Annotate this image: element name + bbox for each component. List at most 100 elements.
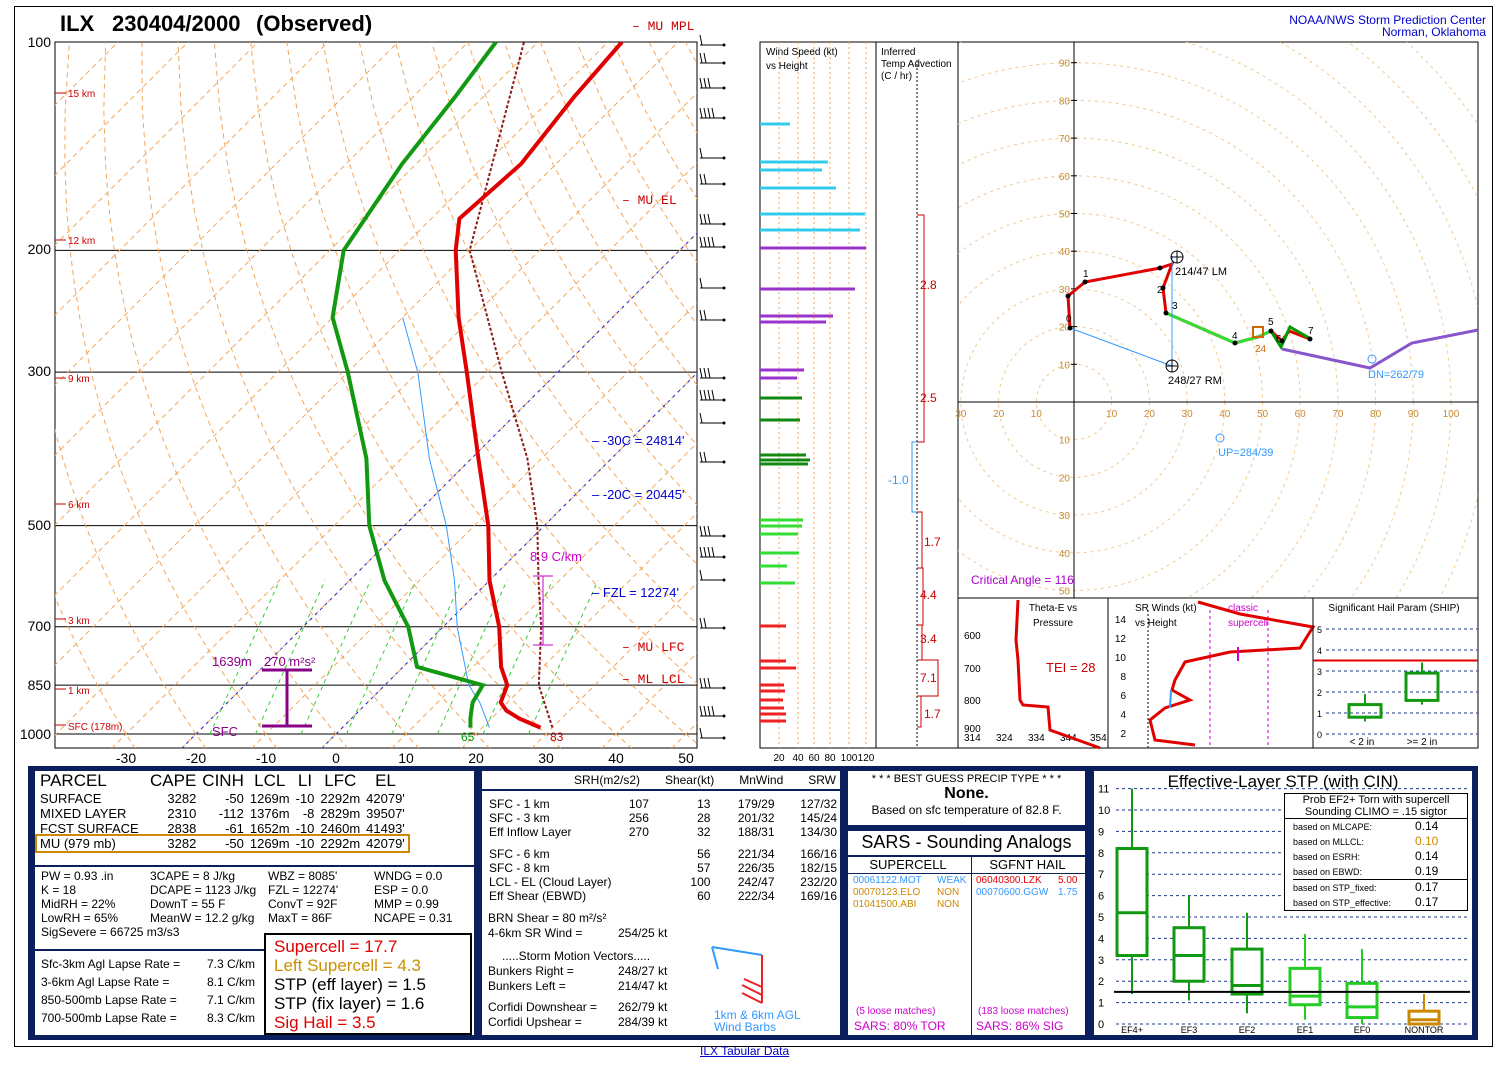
wind-barbs-column xyxy=(699,34,726,740)
stp-x-label: EF4+ xyxy=(1121,1025,1143,1035)
ta-val-6: 3.4 xyxy=(920,632,937,646)
hodo-x-tick: 50 xyxy=(1257,409,1269,420)
ws-axis-100: 100 xyxy=(841,753,858,764)
idx: WBZ = 8085' xyxy=(268,869,338,883)
sfc-label: SFC xyxy=(212,724,238,739)
wind-barb xyxy=(699,236,726,249)
isotherm xyxy=(55,42,399,386)
ml-lcl-label: – ML LCL xyxy=(622,672,684,687)
ship-y-tick: 5 xyxy=(1317,625,1322,635)
sars-loose1: (5 loose matches) xyxy=(856,1006,936,1017)
motion-value: 214/47 kt xyxy=(618,979,668,993)
tabular-data-link[interactable]: ILX Tabular Data xyxy=(700,1044,790,1058)
hodo-pt-7: 7 xyxy=(1308,326,1314,337)
ship-y-tick: 3 xyxy=(1317,667,1322,677)
idx: ESP = 0.0 xyxy=(374,883,429,897)
p-label-200: 200 xyxy=(28,241,52,257)
barb-feather xyxy=(699,107,703,119)
hodo-y-tick: 40 xyxy=(1059,247,1071,258)
stp-prob-label: based on STP_fixed: xyxy=(1293,883,1377,893)
ta-bar-1 xyxy=(917,214,925,443)
idx: LowRH = 65% xyxy=(41,911,119,925)
barb-dot xyxy=(722,156,726,160)
p-label-700: 700 xyxy=(28,618,52,634)
wind-barb xyxy=(699,277,726,290)
sars-sc-row: 00070123.ELO NON xyxy=(853,887,966,899)
kin-layer: SFC - 6 km xyxy=(489,847,550,861)
parcel-lcl: 1269m xyxy=(249,836,290,851)
barb-6km-b2 xyxy=(741,984,763,996)
barb-legend-icon xyxy=(711,946,763,1004)
parcel-lfc: 2460m xyxy=(320,821,361,836)
sars-divider xyxy=(848,855,1085,857)
lapse-value: 8.3 C/km xyxy=(207,1011,256,1025)
parcel-name: MU (979 mb) xyxy=(40,836,116,851)
barb-feather xyxy=(699,77,703,89)
eff-layer-top: 1639m xyxy=(212,654,252,669)
sars-hail-size: 1.75 xyxy=(1058,887,1078,898)
barb-dot xyxy=(722,61,726,65)
motion-label: Bunkers Left = xyxy=(488,979,566,993)
barb-feather xyxy=(699,412,703,424)
stp-eff-comp: STP (eff layer) = 1.5 xyxy=(274,975,426,994)
stp-y-tick: 6 xyxy=(1098,891,1104,903)
wind-speed-panel: Wind Speed (kt) vs Height 20 40 60 80 10… xyxy=(759,41,877,764)
ws-title2: vs Height xyxy=(766,61,808,72)
mixing-ratio-line xyxy=(346,580,417,735)
t-sfc-label: 83 xyxy=(550,730,564,744)
barb-feather xyxy=(703,677,707,689)
t-label-30: 30 xyxy=(538,750,554,766)
dry-adiabat xyxy=(64,42,278,748)
highlight-isotherm xyxy=(181,232,697,748)
motion-value: 284/39 kt xyxy=(618,1015,668,1029)
dry-adiabat xyxy=(684,42,697,65)
stp-prob-value: 0.14 xyxy=(1415,849,1439,863)
stp-prob-value: 0.19 xyxy=(1415,864,1439,878)
barb-feather xyxy=(699,451,703,463)
parcel-li: -8 xyxy=(302,806,315,821)
hodo-y-tick: 90 xyxy=(1059,59,1071,70)
dry-adiabat xyxy=(141,42,420,748)
precip-note: Based on sfc temperature of 82.8 F. xyxy=(871,803,1062,817)
ws-axis-40: 40 xyxy=(792,753,804,764)
skewt-traces xyxy=(330,42,624,730)
barb-dot xyxy=(722,686,726,690)
kin-layer: SFC - 8 km xyxy=(489,861,550,875)
stp-prob-row: based on EBWD: 0.19 xyxy=(1293,864,1467,880)
kin-mnwind: 179/29 xyxy=(737,797,775,811)
kin-layer: SFC - 1 km xyxy=(489,797,550,811)
parcel-row: FCST SURFACE 2838 -61 1652m -10 2460m 41… xyxy=(37,821,408,836)
wind-speed-bars xyxy=(760,122,866,723)
sars-sc-id: 00061122.MOT xyxy=(853,875,922,886)
t-label-20: 20 xyxy=(468,750,484,766)
hodo-pt-2: 2 xyxy=(1157,285,1163,296)
h-label-12km: 12 km xyxy=(68,236,95,247)
h-label-9km: 9 km xyxy=(68,374,90,385)
barb-feather xyxy=(703,52,707,64)
stp-y-tick: 10 xyxy=(1098,805,1110,817)
barb-feather xyxy=(699,34,703,46)
hodo-mean-label: 24 xyxy=(1255,344,1267,355)
mixing-ratio-line xyxy=(391,580,462,735)
hodo-point xyxy=(1163,310,1169,316)
idx: DownT = 55 F xyxy=(150,897,226,911)
hodo-trace-mid2 xyxy=(1269,324,1312,351)
idx: MaxT = 86F xyxy=(268,911,333,925)
stp-y-tick: 4 xyxy=(1098,933,1104,945)
ta-val-8: 1.7 xyxy=(924,707,941,721)
barb-dot xyxy=(722,714,726,718)
barb-feather xyxy=(711,107,715,119)
hodo-y-tick: 50 xyxy=(1059,210,1071,221)
stp-box xyxy=(1407,1009,1441,1026)
hodo-y-tick: 20 xyxy=(1059,323,1071,334)
mu-lfc-label: – MU LFC xyxy=(622,640,685,655)
hodo-pt-5: 5 xyxy=(1268,317,1274,328)
stp-y-tick: 7 xyxy=(1098,869,1104,881)
lapse-label: Sfc-3km Agl Lapse Rate = xyxy=(41,957,181,971)
barb-feather xyxy=(711,705,715,717)
wind-barb xyxy=(699,525,726,538)
barb-feather xyxy=(703,236,707,248)
isotherm xyxy=(55,42,469,456)
srw-y-tick: 6 xyxy=(1120,691,1126,702)
sr-wind-label: 4-6km SR Wind = xyxy=(488,926,583,940)
